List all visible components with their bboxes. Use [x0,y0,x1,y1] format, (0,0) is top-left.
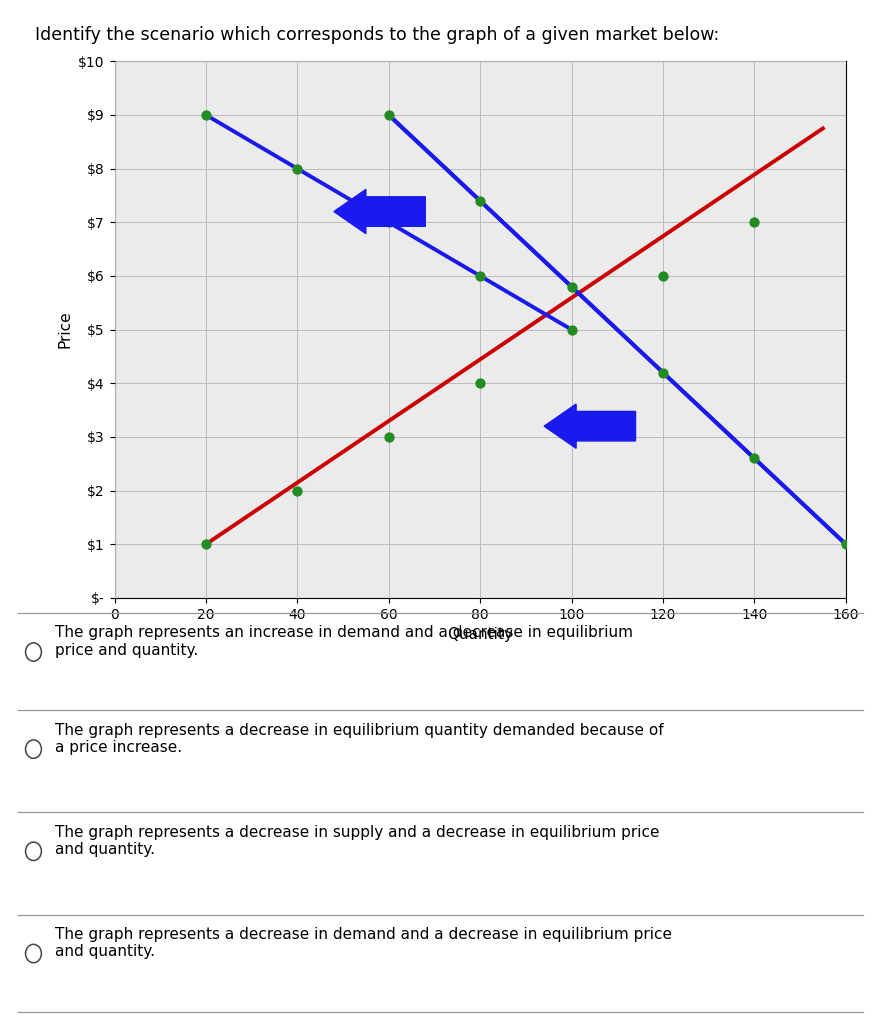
Point [381,106,396,123]
Point [473,192,487,208]
X-axis label: Quantity: Quantity [448,628,513,642]
Point [747,450,761,466]
Text: Identify the scenario which corresponds to the graph of a given market below:: Identify the scenario which corresponds … [35,26,720,44]
FancyArrow shape [544,404,635,449]
Point [473,375,487,391]
Y-axis label: Price: Price [58,311,73,349]
Point [381,214,396,230]
FancyArrow shape [334,189,426,234]
Point [655,268,670,284]
Text: The graph represents an increase in demand and a decrease in equilibrium
price a: The graph represents an increase in dema… [55,625,633,658]
Point [655,364,670,380]
Point [290,160,305,177]
Point [199,106,213,123]
Text: The graph represents a decrease in supply and a decrease in equilibrium price
an: The graph represents a decrease in suppl… [55,825,659,857]
Point [473,268,487,284]
Point [565,278,579,294]
Point [747,214,761,230]
Point [199,536,213,552]
Point [381,429,396,446]
Point [290,482,305,499]
Point [839,536,853,552]
Point [565,321,579,337]
Text: The graph represents a decrease in demand and a decrease in equilibrium price
an: The graph represents a decrease in deman… [55,927,671,960]
Text: The graph represents a decrease in equilibrium quantity demanded because of
a pr: The graph represents a decrease in equil… [55,723,663,755]
